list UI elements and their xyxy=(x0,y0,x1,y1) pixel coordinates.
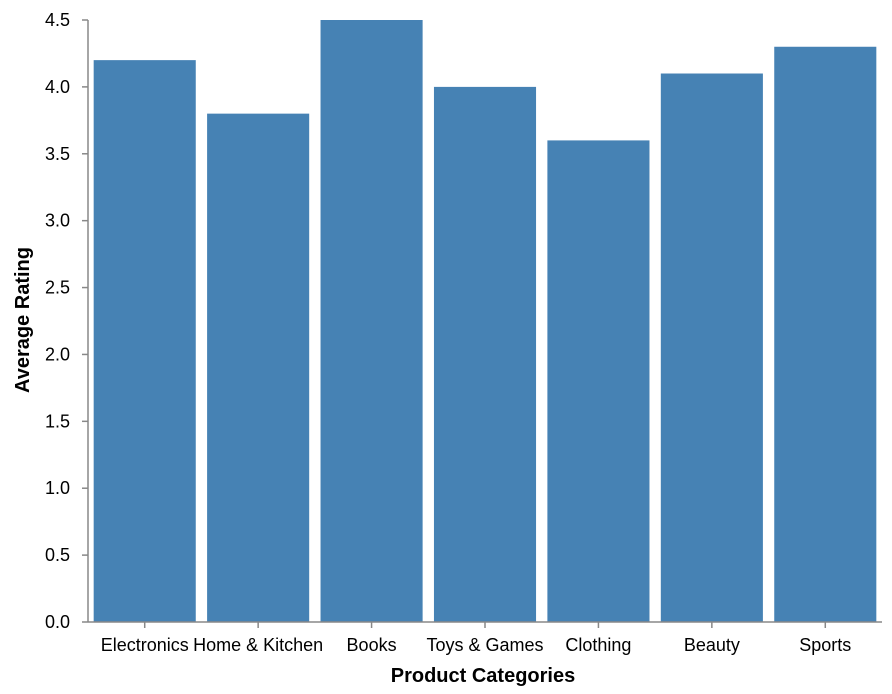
y-tick-label: 0.5 xyxy=(45,545,70,565)
bar-clothing xyxy=(547,140,650,622)
y-tick-label: 1.5 xyxy=(45,411,70,431)
y-tick-label: 4.0 xyxy=(45,77,70,97)
bar-toys-games xyxy=(433,86,537,622)
y-tick-label: 2.5 xyxy=(45,278,70,298)
x-tick-label: Home & Kitchen xyxy=(193,635,323,655)
x-tick-label: Beauty xyxy=(684,635,740,655)
y-tick-label: 4.5 xyxy=(45,10,70,30)
x-tick-label: Toys & Games xyxy=(426,635,543,655)
bar-home-kitchen xyxy=(207,113,310,622)
y-axis-title: Average Rating xyxy=(12,247,34,393)
x-axis: Electronics Home & Kitchen Books Toys & Gam… xyxy=(88,621,882,655)
y-axis: 0.0 0.5 1.0 1.5 2.0 2.5 3.0 3.5 4.0 4.5 xyxy=(45,10,89,632)
bar-beauty xyxy=(660,73,763,622)
bar-sports xyxy=(774,46,877,622)
x-axis-title: Product Categories xyxy=(391,665,575,687)
x-tick-label: Sports xyxy=(799,635,851,655)
y-tick-label: 3.0 xyxy=(45,211,70,231)
bars-group xyxy=(93,20,877,622)
x-tick-label: Books xyxy=(347,635,397,655)
y-tick-label: 3.5 xyxy=(45,144,70,164)
bar-electronics xyxy=(93,60,196,622)
y-tick-label: 2.0 xyxy=(45,344,70,364)
y-tick-label: 0.0 xyxy=(45,612,70,632)
bar-books xyxy=(320,20,423,622)
y-tick-label: 1.0 xyxy=(45,478,70,498)
x-tick-label: Electronics xyxy=(101,635,189,655)
x-tick-label: Clothing xyxy=(565,635,631,655)
